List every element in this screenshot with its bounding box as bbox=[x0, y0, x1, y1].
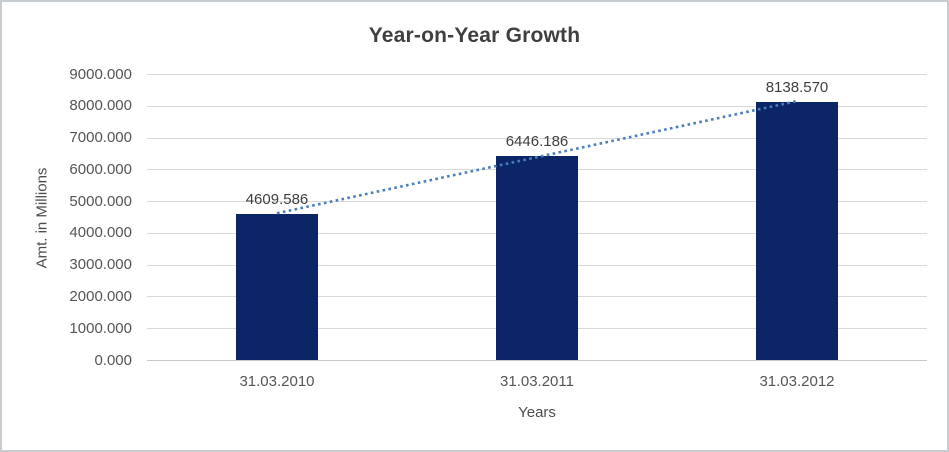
bar bbox=[496, 155, 578, 361]
y-tick-label: 7000.000 bbox=[69, 129, 132, 147]
x-tick-label: 31.03.2011 bbox=[500, 373, 574, 390]
y-tick-label: 4000.000 bbox=[69, 224, 132, 242]
y-tick-label: 2000.000 bbox=[69, 287, 132, 305]
bar-data-label: 4609.586 bbox=[245, 191, 309, 209]
bar bbox=[236, 214, 318, 361]
chart-title: Year-on-Year Growth bbox=[368, 24, 581, 47]
x-tick-label: 31.03.2010 bbox=[239, 373, 315, 390]
y-tick-label: 3000.000 bbox=[69, 256, 132, 274]
bar-data-label: 8138.570 bbox=[765, 78, 829, 96]
gridline bbox=[147, 74, 927, 75]
x-tick-label: 31.03.2012 bbox=[759, 373, 835, 390]
y-tick-label: 1000.000 bbox=[69, 319, 132, 337]
y-tick-label: 9000.000 bbox=[69, 65, 132, 83]
y-axis-title: Amt. in Millions bbox=[33, 167, 51, 269]
bar bbox=[756, 101, 838, 361]
x-axis-title: Years bbox=[518, 404, 556, 421]
y-tick-label: 8000.000 bbox=[69, 97, 132, 115]
bar-data-label: 6446.186 bbox=[505, 132, 569, 150]
y-tick-label: 6000.000 bbox=[69, 160, 132, 178]
x-axis-line bbox=[147, 360, 927, 361]
y-tick-label: 5000.000 bbox=[69, 192, 132, 210]
y-tick-label: 0.000 bbox=[94, 351, 132, 369]
